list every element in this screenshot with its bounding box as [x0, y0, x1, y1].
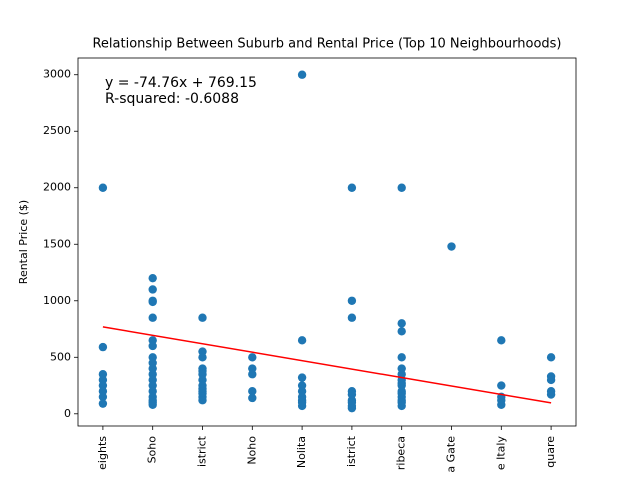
point — [248, 393, 257, 403]
point — [198, 313, 207, 322]
point — [98, 183, 108, 192]
point — [198, 353, 207, 362]
chart-title: Relationship Between Suburb and Rental P… — [92, 37, 561, 52]
point — [397, 319, 406, 328]
point — [148, 285, 157, 294]
point — [397, 401, 406, 411]
point — [347, 403, 357, 413]
point — [248, 370, 257, 379]
x-tick-label: quare — [544, 436, 557, 468]
point — [347, 183, 357, 192]
point — [297, 70, 307, 79]
annotation: R-squared: -0.6088 — [105, 91, 239, 107]
y-tick-label: 1500 — [43, 237, 71, 250]
point — [148, 341, 157, 351]
point — [148, 400, 157, 409]
point — [248, 386, 257, 396]
y-tick-label: 0 — [64, 407, 71, 420]
point — [397, 183, 406, 192]
point — [546, 390, 556, 399]
x-tick-label: e Italy — [494, 436, 507, 471]
point — [546, 353, 556, 362]
point — [347, 296, 357, 305]
point — [297, 401, 307, 411]
point — [347, 313, 357, 322]
point — [98, 342, 108, 352]
point — [397, 353, 406, 362]
point — [98, 392, 108, 402]
point — [497, 381, 506, 390]
plot-frame — [77, 57, 577, 427]
y-tick-label: 1000 — [43, 294, 71, 307]
y-axis-label: Rental Price ($) — [17, 200, 30, 284]
x-tick-label: istrict — [345, 435, 358, 467]
point — [248, 353, 257, 362]
x-tick-label: eights — [96, 436, 109, 470]
x-tick-label: a Gate — [445, 436, 458, 473]
x-tick-label: Noho — [245, 436, 258, 465]
point — [546, 375, 556, 385]
point — [447, 242, 456, 251]
point — [148, 313, 157, 322]
point — [148, 297, 157, 307]
x-tick-label: istrict — [196, 435, 209, 467]
y-tick-label: 2000 — [43, 181, 71, 194]
fit-line — [102, 326, 552, 404]
point — [397, 327, 406, 336]
x-tick-label: ribeca — [395, 436, 408, 470]
point — [148, 273, 157, 283]
annotation: y = -74.76x + 769.15 — [105, 75, 257, 91]
x-tick-label: Nolita — [295, 436, 308, 468]
point — [98, 399, 108, 408]
x-tick-label: Soho — [146, 436, 159, 464]
point — [297, 336, 307, 345]
y-tick-label: 3000 — [43, 68, 71, 81]
point — [297, 373, 307, 382]
y-tick-label: 2500 — [43, 124, 71, 137]
y-tick-label: 500 — [50, 350, 71, 363]
point — [198, 396, 207, 405]
point — [497, 400, 506, 409]
point — [497, 336, 506, 345]
